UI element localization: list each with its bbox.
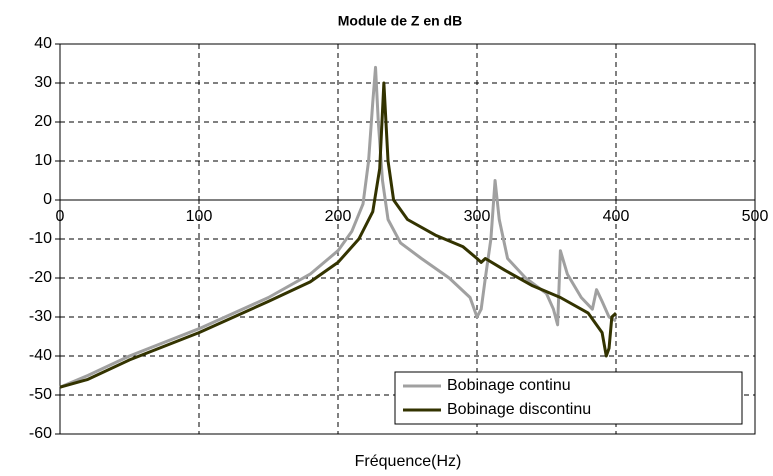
y-tick-label: 40 — [34, 35, 52, 52]
legend-label: Bobinage continu — [447, 377, 571, 394]
y-tick-label: 0 — [43, 191, 52, 208]
series-line — [59, 65, 617, 389]
chart-title: Module de Z en dB — [338, 13, 462, 29]
y-tick-label: -50 — [29, 386, 52, 403]
y-tick-label: -60 — [29, 425, 52, 442]
x-axis-label: Fréquence(Hz) — [355, 453, 462, 470]
series-line — [59, 81, 618, 389]
y-tick-label: -30 — [29, 308, 52, 325]
x-tick-label: 200 — [325, 208, 352, 225]
y-tick-label: -10 — [29, 230, 52, 247]
x-tick-label: 500 — [742, 208, 769, 225]
x-tick-label: 0 — [56, 208, 65, 225]
x-tick-label: 100 — [186, 208, 213, 225]
legend-label: Bobinage discontinu — [447, 401, 591, 418]
legend-box — [394, 371, 743, 425]
y-tick-label: -20 — [29, 269, 52, 286]
x-tick-label: 400 — [603, 208, 630, 225]
y-tick-label: -40 — [29, 347, 52, 364]
y-tick-label: 20 — [34, 113, 52, 130]
y-tick-label: 10 — [34, 152, 52, 169]
x-tick-label: 300 — [464, 208, 491, 225]
y-tick-label: 30 — [34, 74, 52, 91]
